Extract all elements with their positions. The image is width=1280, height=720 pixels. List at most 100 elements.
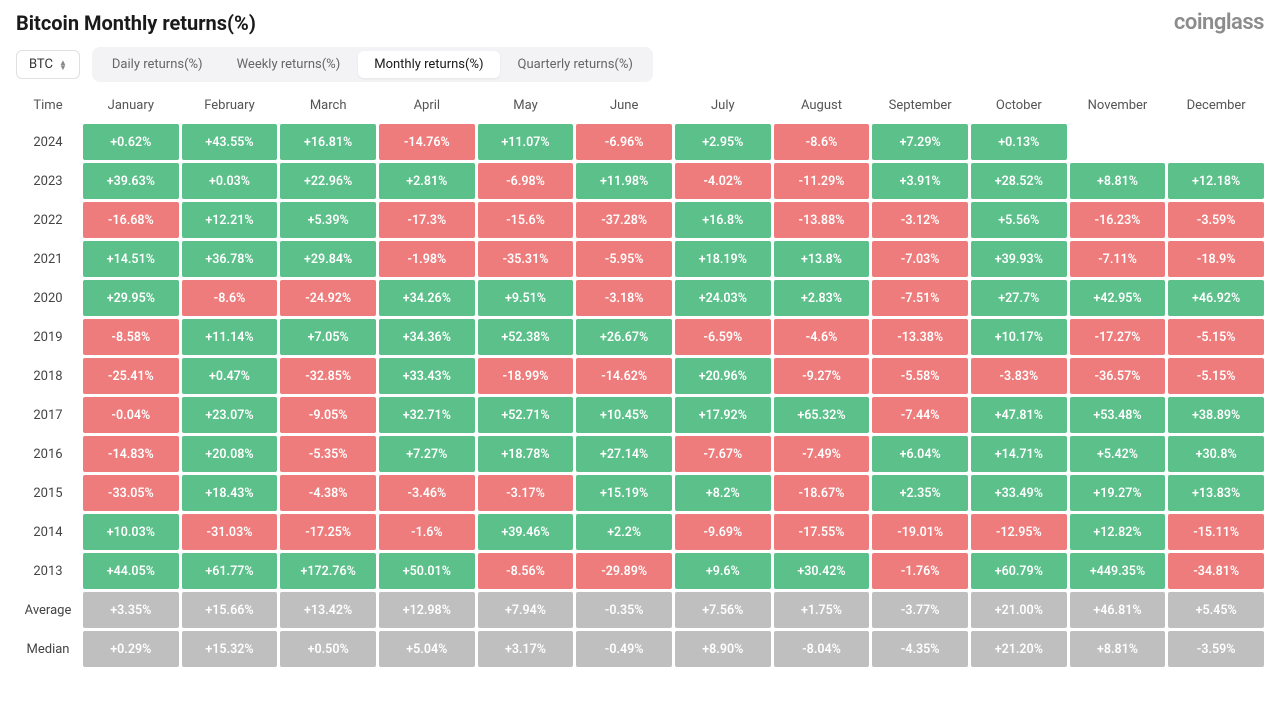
return-cell: +23.07% — [182, 397, 278, 433]
return-cell: -0.04% — [83, 397, 179, 433]
return-cell: +10.45% — [576, 397, 672, 433]
summary-cell: +5.45% — [1168, 592, 1264, 628]
asset-dropdown-value: BTC — [29, 57, 53, 72]
return-cell: -17.25% — [280, 514, 376, 550]
return-cell: +9.51% — [478, 280, 574, 316]
return-cell: -34.81% — [1168, 553, 1264, 589]
return-cell: +5.56% — [971, 202, 1067, 238]
return-cell: +24.03% — [675, 280, 771, 316]
return-cell: -6.59% — [675, 319, 771, 355]
return-cell: +17.92% — [675, 397, 771, 433]
return-cell: +2.81% — [379, 163, 475, 199]
return-cell: +8.81% — [1070, 163, 1166, 199]
tab-quarterly-returns[interactable]: Quarterly returns(%) — [502, 51, 649, 78]
tab-daily-returns[interactable]: Daily returns(%) — [96, 51, 219, 78]
summary-cell: +15.66% — [182, 592, 278, 628]
return-cell: -8.6% — [774, 124, 870, 160]
return-cell: +61.77% — [182, 553, 278, 589]
summary-cell: -0.49% — [576, 631, 672, 667]
return-cell: +2.95% — [675, 124, 771, 160]
return-cell: -5.15% — [1168, 319, 1264, 355]
return-cell: -17.55% — [774, 514, 870, 550]
return-cell: -7.49% — [774, 436, 870, 472]
return-cell: -1.6% — [379, 514, 475, 550]
col-header-month: September — [872, 92, 968, 121]
return-cell: +47.81% — [971, 397, 1067, 433]
return-cell: +18.19% — [675, 241, 771, 277]
return-cell: +33.49% — [971, 475, 1067, 511]
header: Bitcoin Monthly returns(%) coinglass — [16, 10, 1264, 35]
return-cell: +9.6% — [675, 553, 771, 589]
return-cell: -18.99% — [478, 358, 574, 394]
return-cell: +20.08% — [182, 436, 278, 472]
empty-cell — [1168, 124, 1264, 160]
return-cell: -16.23% — [1070, 202, 1166, 238]
return-cell: -18.67% — [774, 475, 870, 511]
return-cell: -8.58% — [83, 319, 179, 355]
return-cell: +7.27% — [379, 436, 475, 472]
col-header-month: January — [83, 92, 179, 121]
return-cell: -7.11% — [1070, 241, 1166, 277]
summary-cell: +12.98% — [379, 592, 475, 628]
row-label-year: 2023 — [16, 163, 80, 199]
return-cell: +19.27% — [1070, 475, 1166, 511]
return-cell: -4.02% — [675, 163, 771, 199]
return-cell: -25.41% — [83, 358, 179, 394]
col-header-month: May — [478, 92, 574, 121]
asset-dropdown[interactable]: BTC ▲▼ — [16, 50, 80, 79]
row-label-summary: Median — [16, 631, 80, 667]
col-header-month: June — [576, 92, 672, 121]
summary-cell: +5.04% — [379, 631, 475, 667]
return-cell: +5.42% — [1070, 436, 1166, 472]
row-label-year: 2014 — [16, 514, 80, 550]
return-cell: +27.14% — [576, 436, 672, 472]
tab-weekly-returns[interactable]: Weekly returns(%) — [221, 51, 357, 78]
summary-cell: +7.56% — [675, 592, 771, 628]
return-cell: -11.29% — [774, 163, 870, 199]
return-cell: +30.8% — [1168, 436, 1264, 472]
return-cell: -8.6% — [182, 280, 278, 316]
return-cell: -7.51% — [872, 280, 968, 316]
return-cell: -37.28% — [576, 202, 672, 238]
return-cell: +28.52% — [971, 163, 1067, 199]
return-cell: +14.51% — [83, 241, 179, 277]
return-cell: +22.96% — [280, 163, 376, 199]
return-cell: +53.48% — [1070, 397, 1166, 433]
return-cell: +12.21% — [182, 202, 278, 238]
return-cell: +33.43% — [379, 358, 475, 394]
return-cell: -13.88% — [774, 202, 870, 238]
return-cell: -15.6% — [478, 202, 574, 238]
return-cell: +0.62% — [83, 124, 179, 160]
return-cell: +172.76% — [280, 553, 376, 589]
return-cell: +29.84% — [280, 241, 376, 277]
return-cell: +0.03% — [182, 163, 278, 199]
return-cell: +2.2% — [576, 514, 672, 550]
return-cell: +20.96% — [675, 358, 771, 394]
summary-cell: -8.04% — [774, 631, 870, 667]
summary-cell: -4.35% — [872, 631, 968, 667]
return-cell: -33.05% — [83, 475, 179, 511]
return-cell: +15.19% — [576, 475, 672, 511]
return-cell: -6.96% — [576, 124, 672, 160]
tab-monthly-returns[interactable]: Monthly returns(%) — [358, 51, 499, 78]
summary-cell: +7.94% — [478, 592, 574, 628]
col-header-month: March — [280, 92, 376, 121]
timeframe-tabs: Daily returns(%)Weekly returns(%)Monthly… — [92, 47, 653, 82]
return-cell: -8.56% — [478, 553, 574, 589]
return-cell: -9.69% — [675, 514, 771, 550]
return-cell: +26.67% — [576, 319, 672, 355]
return-cell: -19.01% — [872, 514, 968, 550]
col-header-month: November — [1070, 92, 1166, 121]
summary-cell: +15.32% — [182, 631, 278, 667]
empty-cell — [1070, 124, 1166, 160]
col-header-month: October — [971, 92, 1067, 121]
row-label-year: 2020 — [16, 280, 80, 316]
return-cell: +0.47% — [182, 358, 278, 394]
return-cell: -3.83% — [971, 358, 1067, 394]
col-header-month: April — [379, 92, 475, 121]
return-cell: -14.76% — [379, 124, 475, 160]
row-label-year: 2019 — [16, 319, 80, 355]
return-cell: -3.59% — [1168, 202, 1264, 238]
row-label-year: 2013 — [16, 553, 80, 589]
return-cell: +5.39% — [280, 202, 376, 238]
